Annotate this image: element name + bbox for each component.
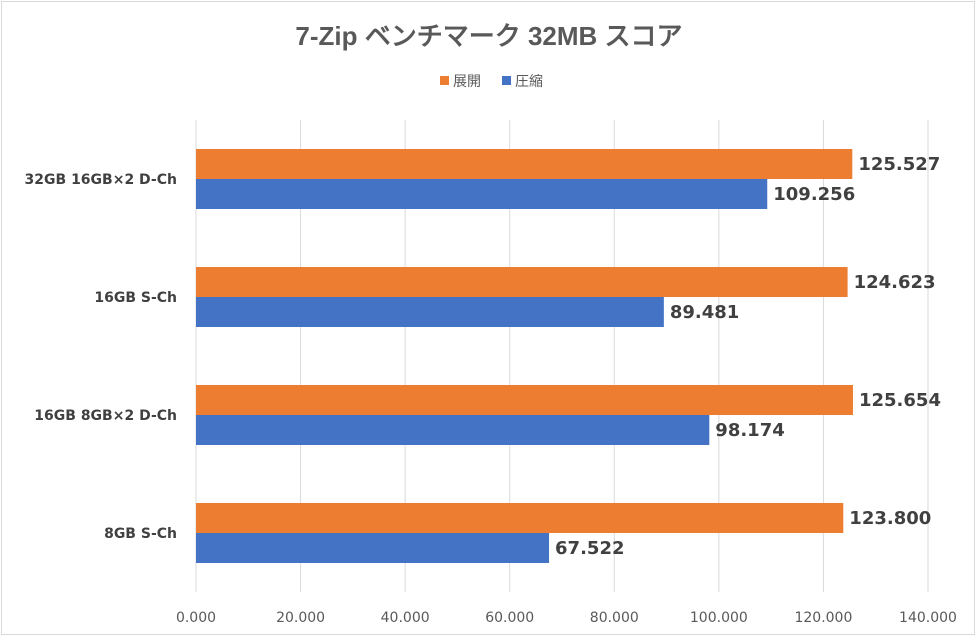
data-label: 123.800 (849, 508, 931, 529)
legend: 展開 圧縮 (440, 74, 543, 90)
bar-compress (196, 297, 664, 327)
x-tick-label: 140.000 (899, 610, 957, 626)
legend-swatch (502, 76, 511, 85)
bar-compress (196, 533, 550, 563)
data-label: 109.256 (773, 184, 855, 205)
data-label: 89.481 (670, 302, 739, 323)
data-label: 125.527 (858, 154, 940, 175)
bar-compress (196, 415, 710, 445)
x-tick-label: 60.000 (485, 610, 534, 626)
bar-expand (196, 385, 853, 415)
data-label: 67.522 (555, 538, 624, 559)
x-tick-label: 40.000 (381, 610, 430, 626)
data-label: 124.623 (854, 272, 936, 293)
bar-expand (196, 503, 844, 533)
chart-title: 7-Zip ベンチマーク 32MB スコア (295, 21, 682, 51)
data-label: 98.174 (715, 420, 784, 441)
category-label: 8GB S-Ch (104, 526, 177, 542)
x-tick-label: 80.000 (590, 610, 639, 626)
category-label: 16GB S-Ch (94, 290, 177, 306)
x-tick-label: 120.000 (794, 610, 852, 626)
category-label: 16GB 8GB×2 D-Ch (34, 408, 177, 424)
bar-expand (196, 267, 848, 297)
x-tick-labels: 0.000 20.000 40.000 60.000 80.000 100.000 120.… (176, 610, 957, 626)
category-label: 32GB 16GB×2 D-Ch (25, 172, 177, 188)
category-labels: 32GB 16GB×2 D-Ch 16GB S-Ch 16GB 8GB×2 D-Ch… (25, 172, 177, 542)
x-tick-label: 20.000 (276, 610, 325, 626)
data-label: 125.654 (859, 390, 941, 411)
bar-compress (196, 179, 768, 209)
x-tick-label: 100.000 (690, 610, 748, 626)
bars (196, 149, 853, 563)
x-tick-label: 0.000 (176, 610, 216, 626)
legend-label: 展開 (453, 74, 481, 90)
legend-label: 圧縮 (515, 74, 543, 90)
bar-expand (196, 149, 853, 179)
legend-swatch (440, 76, 449, 85)
